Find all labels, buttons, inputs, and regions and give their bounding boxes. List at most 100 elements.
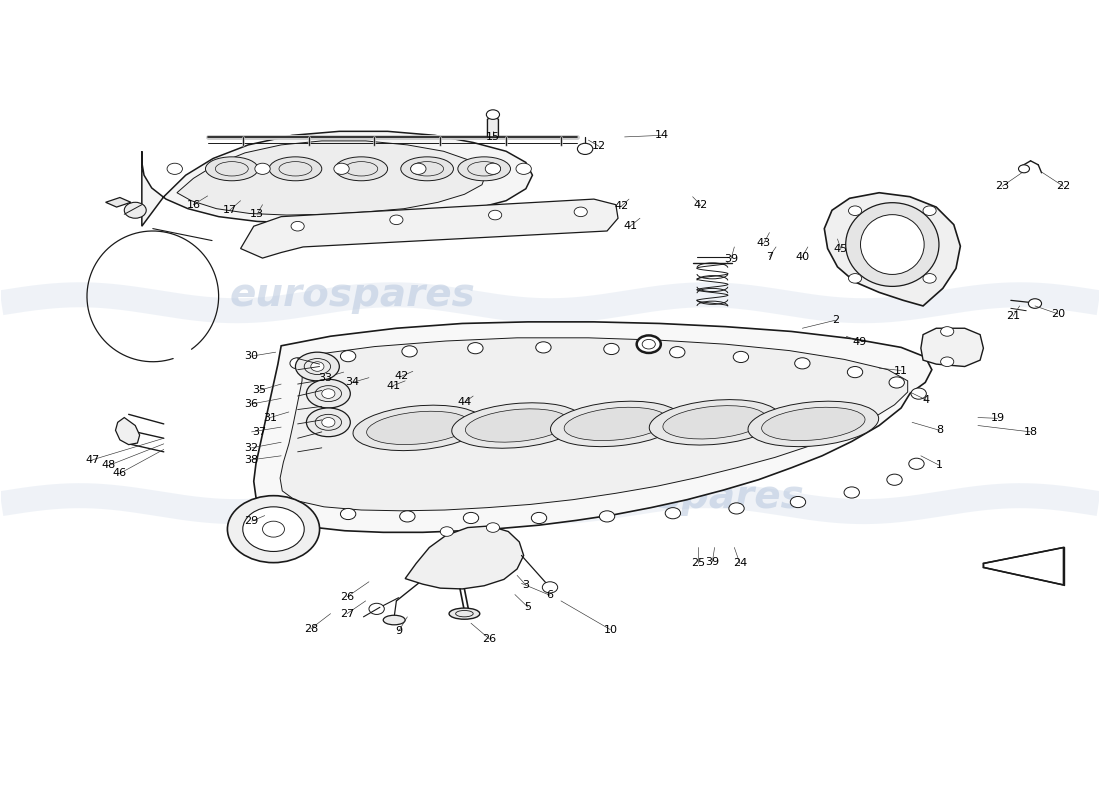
Text: 34: 34 [345, 378, 360, 387]
Circle shape [410, 163, 426, 174]
Text: 14: 14 [654, 130, 669, 140]
Ellipse shape [663, 406, 767, 439]
Text: 9: 9 [395, 626, 403, 636]
Circle shape [848, 206, 861, 215]
Text: 42: 42 [693, 200, 707, 210]
Circle shape [486, 110, 499, 119]
Text: 22: 22 [1056, 182, 1070, 191]
Polygon shape [983, 547, 1064, 585]
Circle shape [333, 163, 349, 174]
Circle shape [847, 366, 862, 378]
Circle shape [1028, 298, 1042, 308]
Ellipse shape [270, 157, 322, 181]
Text: 13: 13 [250, 210, 264, 219]
Circle shape [848, 274, 861, 283]
Text: 4: 4 [923, 395, 930, 405]
Ellipse shape [307, 408, 350, 437]
Text: 25: 25 [691, 558, 705, 569]
Polygon shape [405, 526, 524, 589]
Ellipse shape [564, 407, 668, 441]
Polygon shape [254, 322, 932, 532]
Text: 32: 32 [244, 443, 258, 453]
Text: 46: 46 [113, 468, 127, 478]
Circle shape [290, 506, 306, 517]
Ellipse shape [649, 400, 780, 445]
Circle shape [923, 206, 936, 215]
Circle shape [255, 163, 271, 174]
Circle shape [940, 326, 954, 336]
Text: 6: 6 [547, 590, 553, 600]
Ellipse shape [383, 615, 405, 625]
Circle shape [440, 526, 453, 536]
Text: 1: 1 [936, 460, 943, 470]
Circle shape [889, 377, 904, 388]
Text: 40: 40 [795, 251, 810, 262]
Text: 19: 19 [991, 414, 1004, 423]
Circle shape [909, 458, 924, 470]
Text: 35: 35 [252, 386, 266, 395]
Text: 29: 29 [244, 516, 258, 526]
Circle shape [940, 357, 954, 366]
Circle shape [399, 511, 415, 522]
Polygon shape [921, 328, 983, 366]
Text: 39: 39 [705, 557, 719, 567]
Text: eurospares: eurospares [559, 478, 804, 516]
Circle shape [243, 507, 305, 551]
Circle shape [542, 582, 558, 593]
Circle shape [1019, 165, 1030, 173]
Circle shape [292, 222, 305, 231]
Text: 20: 20 [1050, 309, 1065, 319]
Text: 8: 8 [936, 426, 943, 435]
Ellipse shape [366, 411, 470, 445]
Circle shape [536, 342, 551, 353]
Text: 26: 26 [340, 592, 354, 602]
Ellipse shape [465, 409, 569, 442]
Ellipse shape [353, 405, 484, 450]
Polygon shape [280, 338, 908, 511]
Circle shape [531, 513, 547, 523]
Circle shape [604, 343, 619, 354]
Text: 26: 26 [483, 634, 497, 644]
Polygon shape [824, 193, 960, 306]
Text: 16: 16 [186, 200, 200, 210]
Text: 42: 42 [395, 371, 409, 381]
Ellipse shape [458, 157, 510, 181]
Text: 15: 15 [486, 132, 499, 142]
Circle shape [923, 274, 936, 283]
Circle shape [729, 503, 745, 514]
Polygon shape [142, 131, 532, 226]
Circle shape [486, 522, 499, 532]
Text: 44: 44 [458, 398, 472, 407]
Ellipse shape [846, 202, 939, 286]
Circle shape [734, 351, 749, 362]
Text: 7: 7 [766, 251, 773, 262]
Ellipse shape [334, 157, 387, 181]
Text: 18: 18 [1023, 427, 1037, 437]
Circle shape [488, 210, 502, 220]
Circle shape [516, 163, 531, 174]
Text: 38: 38 [244, 454, 258, 465]
Text: 21: 21 [1006, 311, 1020, 322]
Circle shape [670, 346, 685, 358]
Text: 47: 47 [86, 454, 100, 465]
Circle shape [311, 362, 324, 371]
Text: eurospares: eurospares [230, 276, 475, 314]
Circle shape [578, 143, 593, 154]
Circle shape [263, 521, 285, 537]
Text: 11: 11 [894, 366, 909, 375]
Circle shape [574, 207, 587, 217]
Text: 33: 33 [318, 373, 332, 382]
Circle shape [794, 358, 810, 369]
Circle shape [389, 215, 403, 225]
Text: 49: 49 [852, 337, 867, 347]
Text: 37: 37 [252, 427, 266, 437]
Text: 28: 28 [304, 624, 318, 634]
Text: 42: 42 [614, 202, 628, 211]
Circle shape [600, 511, 615, 522]
Text: 41: 41 [623, 222, 637, 231]
Circle shape [844, 487, 859, 498]
Circle shape [290, 358, 306, 369]
Circle shape [666, 508, 681, 518]
Ellipse shape [400, 157, 453, 181]
Circle shape [911, 388, 926, 399]
